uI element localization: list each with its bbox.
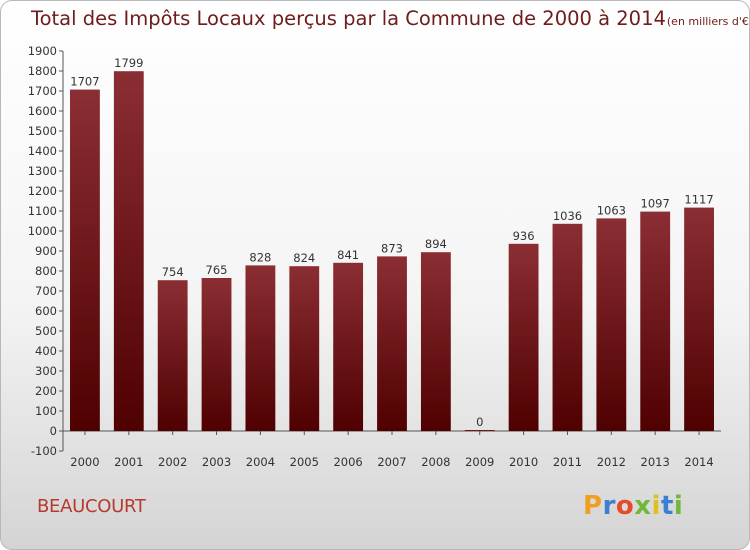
data-label-2000: 1707 xyxy=(70,75,99,89)
x-tick-label-2008: 2008 xyxy=(421,455,450,469)
bar-2002[interactable] xyxy=(157,280,188,431)
bar-2012[interactable] xyxy=(596,218,627,431)
logo-letter: r xyxy=(602,491,616,521)
x-tick-label-2010: 2010 xyxy=(509,455,538,469)
x-tick-label-2000: 2000 xyxy=(70,455,99,469)
y-tick-label: 1100 xyxy=(28,204,57,218)
x-tick-label-2004: 2004 xyxy=(246,455,275,469)
y-tick-label: 1300 xyxy=(28,164,57,178)
bar-2000[interactable] xyxy=(70,89,100,431)
y-tick-label: 900 xyxy=(35,244,57,258)
y-tick-label: 1600 xyxy=(28,104,57,118)
data-label-2008: 894 xyxy=(425,237,447,251)
data-label-2007: 873 xyxy=(381,241,403,255)
bar-2008[interactable] xyxy=(420,252,451,431)
y-tick-label: -100 xyxy=(31,444,57,458)
chart-title: Total des Impôts Locaux perçus par la Co… xyxy=(31,7,750,30)
data-label-2014: 1117 xyxy=(684,193,713,207)
chart-title-main: Total des Impôts Locaux perçus par la Co… xyxy=(31,7,666,30)
y-tick-label: 1200 xyxy=(28,184,57,198)
y-axis: -100 0 100 200 300 400 500 600 700 800 900 1000 1100… xyxy=(28,44,64,458)
y-tick-label: 600 xyxy=(35,304,57,318)
proxiti-logo[interactable]: Proxiti xyxy=(583,491,683,521)
data-label-2013: 1097 xyxy=(641,197,670,211)
x-tick-label-2003: 2003 xyxy=(202,455,231,469)
data-label-2001: 1799 xyxy=(114,56,143,70)
y-tick-label: 300 xyxy=(35,364,57,378)
data-label-2011: 1036 xyxy=(553,209,582,223)
x-tick-label-2014: 2014 xyxy=(684,455,713,469)
data-label-2010: 936 xyxy=(513,229,535,243)
y-tick-label: 1500 xyxy=(28,124,57,138)
logo-letter: x xyxy=(634,491,652,521)
bars xyxy=(70,71,714,431)
data-label-2012: 1063 xyxy=(597,203,626,217)
data-label-2003: 765 xyxy=(206,263,228,277)
y-tick-label: 100 xyxy=(35,404,57,418)
y-tick-label: 1900 xyxy=(28,44,57,58)
x-tick-label-2007: 2007 xyxy=(377,455,406,469)
x-tick-label-2009: 2009 xyxy=(465,455,494,469)
data-label-2006: 841 xyxy=(337,248,359,262)
bar-2003[interactable] xyxy=(201,278,232,431)
logo-letter: P xyxy=(583,491,603,521)
y-tick-label: 400 xyxy=(35,344,57,358)
bar-2004[interactable] xyxy=(245,265,276,431)
y-tick-label: 1700 xyxy=(28,84,57,98)
bar-2010[interactable] xyxy=(508,243,539,431)
y-tick-label: 700 xyxy=(35,284,57,298)
bar-2009[interactable] xyxy=(464,430,495,431)
y-tick-label: 1800 xyxy=(28,64,57,78)
x-tick-label-2013: 2013 xyxy=(641,455,670,469)
bar-2001[interactable] xyxy=(113,71,144,431)
bar-2014[interactable] xyxy=(684,207,714,431)
y-tick-label: 800 xyxy=(35,264,57,278)
x-tick-label-2011: 2011 xyxy=(553,455,582,469)
data-labels: 1707 1799 754 765 828 824 841 873 894 0 936 1036 106… xyxy=(70,56,713,429)
bar-2006[interactable] xyxy=(333,262,364,431)
x-tick-label-2012: 2012 xyxy=(597,455,626,469)
y-tick-label: 200 xyxy=(35,384,57,398)
logo-letter: t xyxy=(660,491,674,521)
logo-letter: i xyxy=(673,491,684,521)
y-tick-label: 1000 xyxy=(28,224,57,238)
bar-2007[interactable] xyxy=(377,256,407,431)
data-label-2009: 0 xyxy=(476,415,483,429)
data-label-2005: 824 xyxy=(293,251,315,265)
x-tick-label-2002: 2002 xyxy=(158,455,187,469)
data-label-2002: 754 xyxy=(162,265,184,279)
y-tick-label: 1400 xyxy=(28,144,57,158)
bar-2013[interactable] xyxy=(640,211,671,431)
chart-title-unit: (en milliers d'€) xyxy=(666,15,750,28)
x-tick-label-2006: 2006 xyxy=(333,455,362,469)
logo-letter: o xyxy=(615,491,635,521)
y-tick-label: 500 xyxy=(35,324,57,338)
data-label-2004: 828 xyxy=(249,250,271,264)
x-tick-label-2005: 2005 xyxy=(290,455,319,469)
y-tick-label: 0 xyxy=(50,424,57,438)
x-tick-label-2001: 2001 xyxy=(114,455,143,469)
bar-2011[interactable] xyxy=(552,223,583,431)
commune-name: BEAUCOURT xyxy=(37,496,146,517)
logo-letter: i xyxy=(651,491,661,521)
x-axis: 2000 2001 2002 2003 2004 2005 2006 2007 2008 2009… xyxy=(63,430,721,469)
bar-2005[interactable] xyxy=(289,266,320,431)
